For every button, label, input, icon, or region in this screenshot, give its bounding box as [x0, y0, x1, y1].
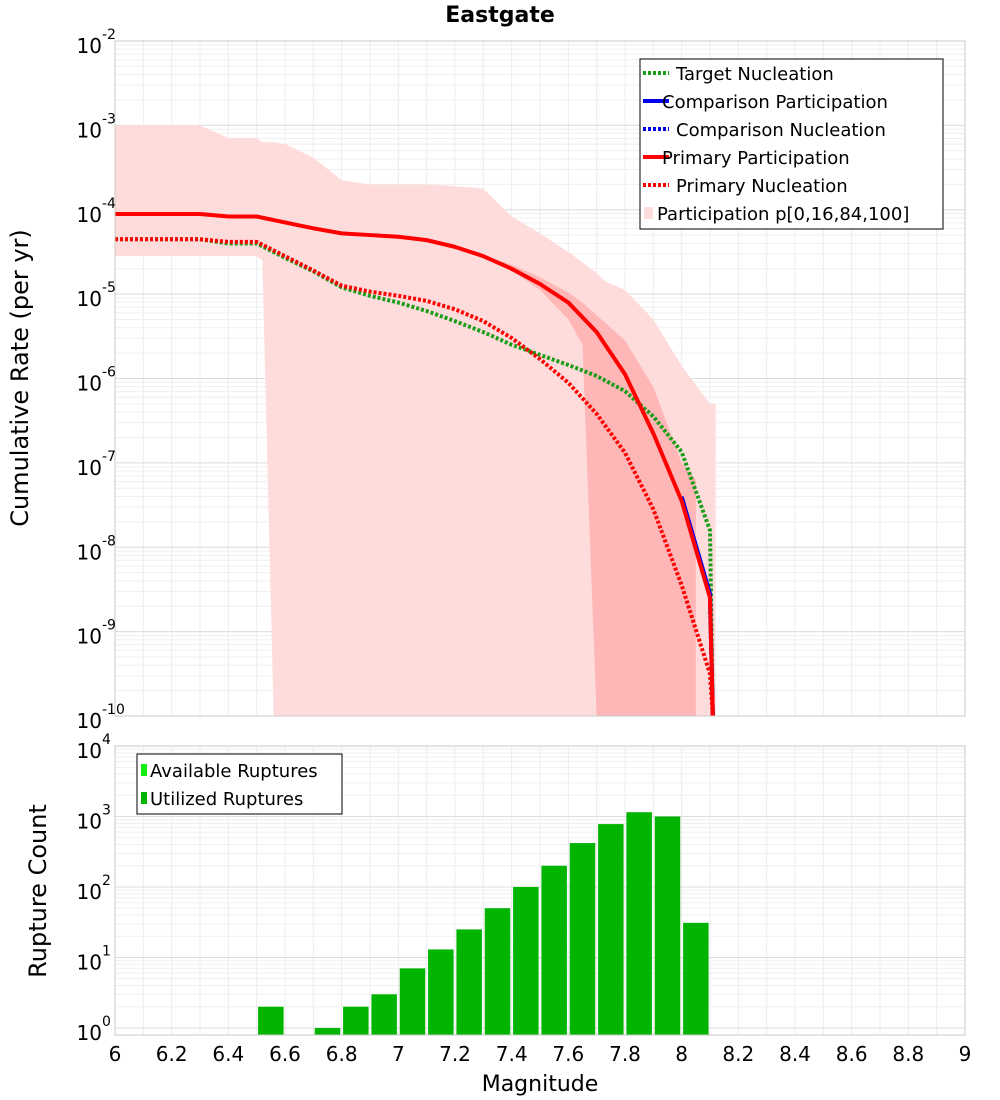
- count-bar: [258, 1006, 284, 1035]
- legend-label-primary-participation: Primary Participation: [662, 148, 850, 169]
- count-y-tick-label: 10: [77, 880, 102, 904]
- count-y-tick-exponent: 0: [102, 1014, 111, 1030]
- rate-y-tick-label: 10: [77, 625, 102, 649]
- count-bar: [683, 922, 709, 1035]
- count-bar: [314, 1027, 341, 1035]
- rate-lines: [115, 211, 715, 717]
- rate-y-tick-label: 10: [77, 203, 102, 227]
- legend-label-participation-band: Participation p[0,16,84,100]: [657, 204, 909, 225]
- legend-label-utilized-ruptures: Utilized Ruptures: [150, 789, 303, 810]
- count-y-tick-label: 10: [77, 739, 102, 763]
- x-tick-label: 7.6: [552, 1042, 584, 1066]
- x-tick-label: 7.2: [439, 1042, 471, 1066]
- rate-y-tick-exponent: -8: [102, 533, 116, 549]
- rate-panel: 10-210-310-410-510-610-710-810-910-10 Ea…: [6, 3, 966, 733]
- legend-swatch-utilized-ruptures: [141, 792, 147, 804]
- x-axis-label: Magnitude: [482, 1072, 599, 1097]
- rate-y-tick-label: 10: [77, 540, 102, 564]
- series-line-primary-nucleation: [115, 237, 715, 717]
- x-tick-label: 7.4: [496, 1042, 528, 1066]
- rate-y-tick-label: 10: [77, 456, 102, 480]
- count-bar: [343, 1006, 369, 1035]
- rate-y-tick-exponent: -2: [102, 27, 116, 43]
- count-y-tick-exponent: 4: [102, 732, 111, 748]
- legend-label-target-nucleation: Target Nucleation: [675, 64, 834, 85]
- count-bar: [371, 994, 397, 1035]
- count-legend-box: [136, 753, 343, 815]
- count-y-tick-label: 10: [77, 950, 102, 974]
- legend-swatch-participation-band: [644, 207, 653, 219]
- rate-y-tick-label: 10: [77, 287, 102, 311]
- count-bar: [541, 865, 567, 1035]
- band-p16-p84: [115, 213, 696, 716]
- rate-y-tick-exponent: -5: [102, 280, 116, 296]
- x-tick-label: 8.6: [836, 1042, 868, 1066]
- x-tick-label: 6.2: [156, 1042, 188, 1066]
- series-line-primary-participation: [115, 211, 715, 717]
- series-line-target-nucleation: [115, 237, 715, 717]
- count-bars: [258, 812, 709, 1035]
- legend-label-primary-nucleation: Primary Nucleation: [676, 176, 848, 197]
- rate-y-tick-exponent: -3: [102, 111, 116, 127]
- rate-y-tick-exponent: -10: [102, 702, 125, 718]
- count-y-tick-exponent: 1: [102, 943, 111, 959]
- count-y-tick-exponent: 2: [102, 873, 111, 889]
- x-tick-label: 7.8: [609, 1042, 641, 1066]
- rate-bands: [115, 125, 716, 716]
- rate-y-tick-label: 10: [77, 118, 102, 142]
- x-tick-label: 8.4: [779, 1042, 811, 1066]
- rate-y-ticks: 10-210-310-410-510-610-710-810-910-10: [77, 27, 125, 733]
- count-gridlines: [115, 746, 966, 1035]
- count-bar: [626, 812, 652, 1035]
- legend-swatch-available-ruptures: [141, 764, 147, 776]
- count-bar: [513, 886, 539, 1035]
- count-legend: Available Ruptures Utilized Ruptures: [136, 753, 343, 815]
- x-tick-label: 6.8: [326, 1042, 358, 1066]
- count-bar: [428, 949, 454, 1035]
- count-bar: [484, 908, 511, 1035]
- rate-y-tick-label: 10: [77, 34, 102, 58]
- count-y-tick-label: 10: [77, 809, 102, 833]
- count-bar: [654, 816, 681, 1035]
- x-tick-label: 6.4: [212, 1042, 244, 1066]
- chart-title: Eastgate: [445, 3, 555, 28]
- rate-y-axis-label: Cumulative Rate (per yr): [6, 229, 34, 527]
- x-tick-label: 8: [675, 1042, 688, 1066]
- rate-y-tick-exponent: -9: [102, 618, 116, 634]
- legend-label-comparison-nucleation: Comparison Nucleation: [676, 120, 886, 141]
- rate-y-tick-exponent: -4: [102, 196, 116, 212]
- band-p0-p100: [115, 125, 716, 716]
- count-bar: [598, 824, 624, 1035]
- count-bar: [569, 843, 596, 1035]
- count-y-tick-exponent: 3: [102, 802, 111, 818]
- rate-legend-box: [639, 58, 944, 230]
- legend-label-comparison-participation: Comparison Participation: [662, 92, 888, 113]
- rate-legend: Target Nucleation Comparison Participatio…: [639, 58, 944, 230]
- x-tick-label: 8.2: [722, 1042, 754, 1066]
- rate-y-tick-exponent: -6: [102, 365, 116, 381]
- count-y-tick-label: 10: [77, 1021, 102, 1045]
- count-bar: [456, 929, 482, 1035]
- x-tick-label: 8.8: [892, 1042, 924, 1066]
- x-tick-label: 7: [392, 1042, 405, 1066]
- count-plot-frame: [114, 745, 966, 1036]
- count-bar: [399, 968, 426, 1035]
- rate-y-tick-exponent: -7: [102, 449, 116, 465]
- x-tick-label: 6: [109, 1042, 122, 1066]
- rate-y-tick-label: 10: [77, 709, 102, 733]
- count-y-axis-label: Rupture Count: [24, 804, 52, 978]
- x-tick-label: 6.6: [269, 1042, 301, 1066]
- rate-plot-frame: [114, 40, 966, 717]
- x-ticks: 6 6.2 6.4 6.6 6.8 7 7.2 7.4 7.6 7.8 8 8.2 8.4 8.6 8.8 9: [109, 1042, 972, 1066]
- x-tick-label: 9: [959, 1042, 972, 1066]
- rate-y-tick-label: 10: [77, 372, 102, 396]
- legend-label-available-ruptures: Available Ruptures: [150, 761, 318, 782]
